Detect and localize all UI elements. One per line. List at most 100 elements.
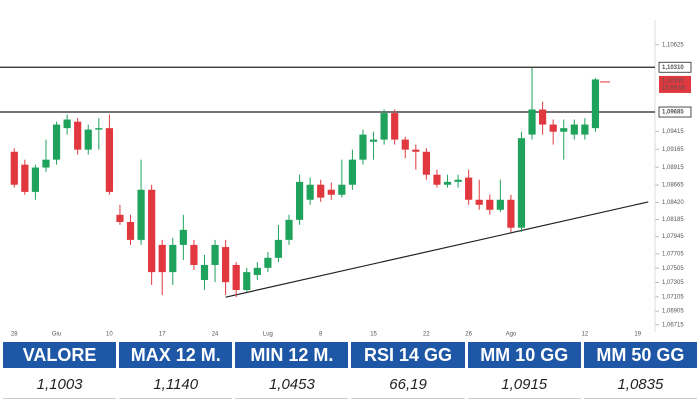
y-tick-label: 1,06715	[662, 322, 684, 328]
candle-body	[412, 149, 420, 152]
candle-body	[264, 257, 272, 268]
level-box	[658, 106, 692, 118]
table-cell: 1,0453	[235, 370, 349, 399]
y-tick-label: 1,09165	[662, 147, 684, 153]
candle-body	[369, 139, 378, 142]
table-cell: 66,19	[351, 370, 465, 399]
candle-body	[528, 109, 536, 135]
y-tick-label: 1,10625	[662, 42, 684, 48]
candle-body	[169, 244, 177, 273]
candle-body	[285, 219, 293, 240]
header-row: VALORE MAX 12 M. MIN 12 M. RSI 14 GG MM 10 G…	[3, 342, 697, 368]
x-tick-label: Ago	[506, 332, 517, 338]
x-tick-label: 19	[634, 332, 641, 338]
table-cell: 1,1003	[3, 370, 117, 399]
y-tick-label: 1,07105	[662, 294, 684, 300]
y-tick-label: 1,08915	[662, 165, 684, 171]
last-price-label: 1,10105	[662, 79, 684, 85]
y-tick-label: 1,07705	[662, 251, 684, 257]
header-cell: MAX 12 M.	[119, 342, 233, 368]
header-cell: MM 10 GG	[467, 342, 581, 368]
candle-body	[443, 181, 452, 185]
y-tick-label: 1,08185	[662, 217, 684, 223]
candle-body	[306, 184, 314, 200]
candle-body	[116, 214, 124, 222]
candle-body	[253, 267, 261, 275]
candle-body	[433, 174, 441, 185]
y-tick-label: 1,07945	[662, 234, 684, 240]
candle-body	[465, 177, 473, 200]
header-cell: MM 50 GG	[583, 342, 697, 368]
candle-body	[475, 199, 483, 205]
last-price-time: 15:59:56	[662, 86, 686, 92]
candle-body	[348, 159, 357, 185]
table-body: 1,1003 1,1140 1,0453 66,19 1,0915 1,0835	[3, 370, 697, 399]
candle-body	[295, 181, 304, 220]
candle-body	[486, 199, 494, 210]
level-label: 1,10310	[662, 65, 684, 71]
y-tick-label: 1,08420	[662, 200, 684, 206]
x-tick-label: Giu	[52, 332, 61, 338]
candle-body	[190, 244, 198, 265]
candle-body	[391, 113, 399, 140]
candle-body	[570, 124, 578, 135]
candle-body	[274, 239, 283, 258]
candle-body	[560, 128, 568, 132]
level-box	[658, 61, 692, 73]
header-cell: MIN 12 M.	[235, 342, 349, 368]
candle-body	[222, 247, 230, 283]
candle-body	[148, 189, 156, 273]
candle-body	[74, 121, 82, 150]
x-tick-label: 22	[423, 332, 430, 338]
candle-body	[52, 124, 61, 160]
candle-body	[517, 138, 526, 228]
chart: 1,10625 1,09415 1,09165 1,08915 1,08665 1,084…	[0, 20, 692, 338]
candle-body	[581, 124, 589, 135]
candle-body	[211, 244, 219, 265]
level-label: 1,09685	[662, 110, 684, 116]
candle-body	[126, 221, 135, 240]
header-cell: RSI 14 GG	[351, 342, 465, 368]
x-tick-label: 28	[11, 332, 18, 338]
x-tick-label: 15	[370, 332, 377, 338]
candle-body	[158, 244, 166, 273]
header-cell: VALORE	[3, 342, 117, 368]
x-tick-label: 12	[582, 332, 589, 338]
table-cell: 1,0915	[467, 370, 581, 399]
candle-body	[454, 179, 462, 182]
candle-body	[10, 151, 18, 185]
candle-body	[63, 119, 71, 129]
candle-body	[380, 113, 388, 140]
candle-body	[31, 167, 40, 192]
candle-body	[327, 189, 335, 195]
x-tick-label: Lug	[263, 332, 273, 338]
candle-body	[496, 199, 504, 210]
stats-table: VALORE MAX 12 M. MIN 12 M. RSI 14 GG MM 10 G…	[0, 340, 700, 401]
candle-body	[105, 128, 113, 192]
candle-body	[95, 128, 103, 130]
candle-body	[507, 199, 515, 228]
x-tick-label: 10	[106, 332, 113, 338]
candle-body	[232, 264, 240, 291]
y-tick-label: 1,08665	[662, 183, 684, 189]
candle-body	[401, 139, 409, 150]
candle-body	[21, 164, 29, 192]
candle-body	[422, 151, 430, 175]
table-row: 1,1003 1,1140 1,0453 66,19 1,0915 1,0835	[3, 370, 697, 399]
candle-body	[137, 189, 145, 240]
candle-body	[243, 272, 251, 291]
table-cell: 1,1140	[119, 370, 233, 399]
y-tick-label: 1,06905	[662, 309, 684, 315]
last-price-box	[659, 75, 691, 93]
y-tick-label: 1,09415	[662, 129, 684, 135]
y-tick-label: 1,07305	[662, 280, 684, 286]
candle-body	[359, 134, 367, 160]
x-tick-label: 17	[159, 332, 166, 338]
candle-body	[317, 184, 325, 198]
x-tick-label: 24	[212, 332, 219, 338]
x-tick-label: 8	[319, 332, 323, 338]
candle-body	[84, 129, 92, 150]
candle-body	[338, 184, 346, 195]
x-tick-label: 26	[465, 332, 472, 338]
